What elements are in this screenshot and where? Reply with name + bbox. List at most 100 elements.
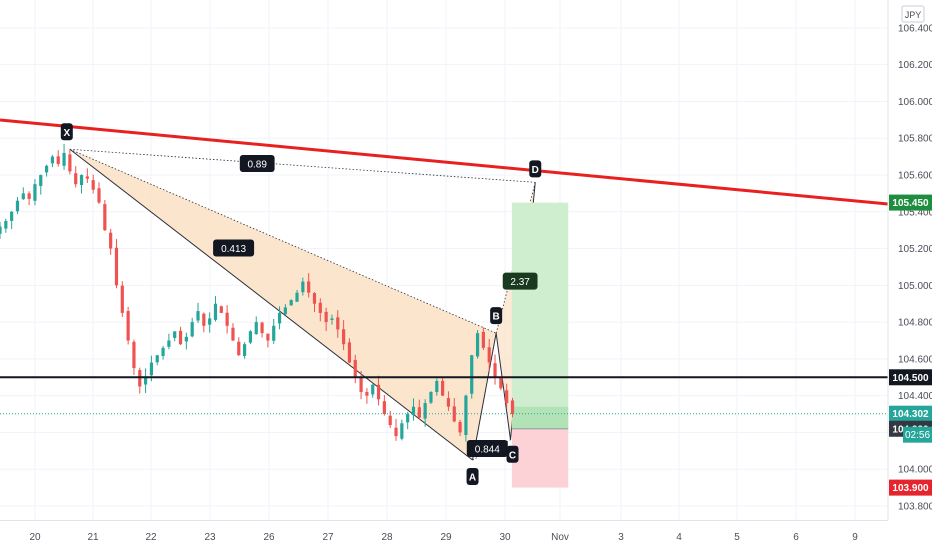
candle xyxy=(353,354,357,384)
candle xyxy=(237,337,241,356)
candle xyxy=(312,292,317,312)
candle xyxy=(307,273,311,298)
svg-text:A: A xyxy=(469,473,476,484)
candle xyxy=(231,323,235,341)
svg-text:104.302: 104.302 xyxy=(892,409,929,420)
candle xyxy=(114,238,119,289)
x-tick-label: 5 xyxy=(734,532,740,543)
svg-text:2.37: 2.37 xyxy=(510,277,530,288)
y-tick-label: 103.800 xyxy=(898,502,932,513)
candle xyxy=(365,387,369,404)
candle xyxy=(161,345,165,360)
candle xyxy=(126,306,130,345)
candle xyxy=(138,367,142,394)
svg-text:0.844: 0.844 xyxy=(475,444,500,455)
candle xyxy=(458,419,462,437)
x-tick-label: 26 xyxy=(263,532,275,543)
candle xyxy=(493,354,497,385)
x-tick-label: 28 xyxy=(381,532,393,543)
candle xyxy=(406,411,410,430)
candle xyxy=(487,338,491,372)
candle xyxy=(178,326,183,346)
candle xyxy=(452,398,456,423)
candle xyxy=(225,305,229,334)
price-label-104.500: 104.500 xyxy=(889,369,932,386)
time-axis[interactable]: 20 21 22 23 26 27 28 29 30 Nov 3 4 5 6 9 xyxy=(0,520,932,550)
svg-text:0.89: 0.89 xyxy=(247,159,267,170)
point-label-A: A xyxy=(466,468,479,486)
drawn-lines[interactable] xyxy=(0,118,889,415)
candle xyxy=(85,168,89,184)
x-tick-label: Nov xyxy=(551,532,569,543)
point-label-C: C xyxy=(506,445,519,463)
resistance-trendline xyxy=(0,118,889,206)
candle xyxy=(91,174,95,194)
svg-text:103.900: 103.900 xyxy=(892,483,929,494)
y-tick-label: 105.200 xyxy=(898,244,932,255)
candle xyxy=(423,399,427,427)
candle xyxy=(382,395,386,416)
candle xyxy=(10,211,14,230)
candle xyxy=(359,370,363,400)
candle xyxy=(429,391,433,405)
candle xyxy=(283,304,287,315)
candle xyxy=(208,312,212,333)
candle xyxy=(376,375,381,406)
ratio-label-2: 2.37 xyxy=(502,272,538,290)
svg-text:B: B xyxy=(493,312,500,323)
candle xyxy=(184,332,188,350)
candle xyxy=(27,191,31,206)
candle xyxy=(481,327,485,350)
candle xyxy=(196,302,200,323)
candle xyxy=(260,321,264,338)
x-tick-label: 23 xyxy=(204,532,216,543)
candle xyxy=(324,307,328,332)
grid xyxy=(0,0,888,520)
candle xyxy=(167,333,171,350)
price-label-105.450: 105.450 xyxy=(889,194,932,211)
ratio-label-0: 0.89 xyxy=(239,154,275,172)
candle xyxy=(21,187,25,200)
x-tick-label: 6 xyxy=(793,532,799,543)
candle xyxy=(33,179,37,206)
candle xyxy=(446,391,451,411)
price-axis[interactable]: 103.800104.000104.200104.400104.600104.8… xyxy=(887,0,932,520)
candlestick-series xyxy=(0,143,515,442)
x-tick-label: 4 xyxy=(676,532,682,543)
long-position-tool[interactable] xyxy=(511,202,569,488)
leg-XA xyxy=(69,148,473,461)
candle xyxy=(56,150,60,167)
candle xyxy=(301,277,305,296)
x-tick-label: 3 xyxy=(618,532,624,543)
svg-text:C: C xyxy=(509,450,516,461)
candle xyxy=(4,218,8,233)
x-tick-label: 20 xyxy=(29,532,41,543)
x-tick-label: 27 xyxy=(322,532,334,543)
candle xyxy=(243,342,247,359)
candle xyxy=(435,378,439,396)
candle xyxy=(173,331,177,342)
ratio-line-XD xyxy=(69,148,536,183)
y-tick-label: 104.400 xyxy=(898,391,932,402)
candle xyxy=(347,338,352,364)
candle xyxy=(475,329,480,359)
candle xyxy=(417,399,421,420)
pattern-labels: X A B C D 0.89 0.413 2.37 0.844 xyxy=(60,123,542,486)
candle xyxy=(499,376,503,391)
svg-text:104.500: 104.500 xyxy=(892,373,929,384)
candle xyxy=(318,298,322,322)
y-tick-label: 104.000 xyxy=(898,465,932,476)
y-tick-label: 105.800 xyxy=(898,134,932,145)
candle xyxy=(74,166,78,188)
candle xyxy=(342,320,346,351)
point-label-D: D xyxy=(529,160,542,178)
candle xyxy=(272,318,276,344)
candle xyxy=(295,289,299,303)
svg-text:105.450: 105.450 xyxy=(892,198,929,209)
candle xyxy=(109,228,113,255)
loss-zone xyxy=(511,428,569,488)
bar-countdown-label: 02:56 xyxy=(903,426,932,443)
currency-label[interactable]: JPY xyxy=(901,5,925,23)
point-label-X: X xyxy=(60,123,73,141)
